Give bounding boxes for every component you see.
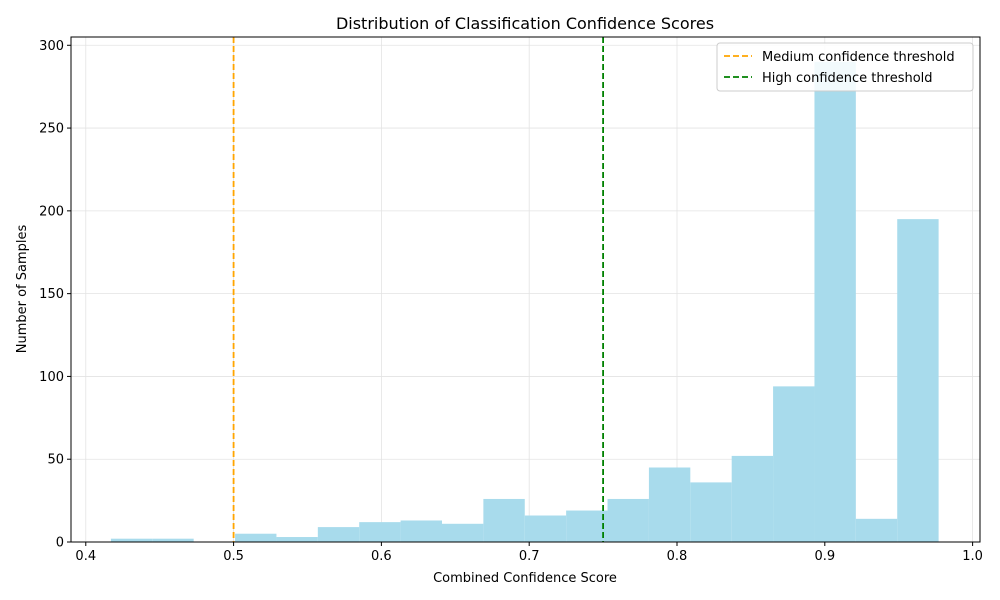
legend-label: Medium confidence threshold	[762, 50, 955, 65]
histogram-bar	[110, 538, 153, 542]
histogram-bar	[773, 386, 815, 542]
x-tick-label: 0.8	[667, 549, 688, 564]
y-tick-label: 250	[39, 122, 64, 137]
histogram-bar	[400, 520, 442, 542]
histogram-bar	[731, 455, 774, 542]
histogram-bar	[359, 522, 401, 542]
x-tick-label: 0.9	[814, 549, 835, 564]
histogram-bar	[524, 515, 567, 542]
bars-layer	[110, 61, 939, 543]
x-tick-label: 0.5	[223, 549, 244, 564]
legend-box	[716, 42, 974, 92]
y-axis-ticks: 0 50 100 150 200 250 300	[39, 39, 71, 551]
y-tick-label: 150	[39, 287, 64, 302]
y-tick-label: 300	[39, 39, 64, 54]
x-tick-label: 1.0	[962, 549, 983, 564]
histogram-bar	[607, 498, 649, 542]
histogram-bar	[566, 510, 608, 542]
histogram-bar	[814, 61, 856, 543]
histogram-bar	[235, 533, 277, 542]
histogram-bar	[855, 518, 898, 542]
y-axis-title: Number of Samples	[15, 225, 30, 354]
y-tick-label: 100	[39, 370, 64, 385]
plot-frame	[70, 36, 981, 543]
histogram-bar	[483, 498, 525, 542]
histogram-bar	[441, 523, 484, 542]
x-tick-label: 0.7	[519, 549, 540, 564]
histogram-bar	[317, 527, 360, 542]
x-axis-title: Combined Confidence Score	[433, 571, 617, 586]
histogram-bar	[152, 538, 194, 542]
histogram-bar	[690, 482, 732, 542]
legend-label: High confidence threshold	[762, 71, 933, 86]
legend: Medium confidence threshold High confiden…	[716, 42, 974, 92]
y-tick-label: 50	[47, 453, 64, 468]
histogram-bar	[276, 537, 318, 542]
histogram-bar	[648, 467, 691, 542]
histogram-bar	[897, 219, 939, 542]
chart-title: Distribution of Classification Confidenc…	[336, 14, 714, 33]
y-tick-label: 0	[56, 536, 64, 551]
x-tick-label: 0.4	[75, 549, 96, 564]
x-tick-label: 0.6	[371, 549, 392, 564]
x-axis-ticks: 0.4 0.5 0.6 0.7 0.8 0.9 1.0	[75, 542, 983, 564]
y-tick-label: 200	[39, 204, 64, 219]
threshold-layer	[232, 37, 604, 542]
